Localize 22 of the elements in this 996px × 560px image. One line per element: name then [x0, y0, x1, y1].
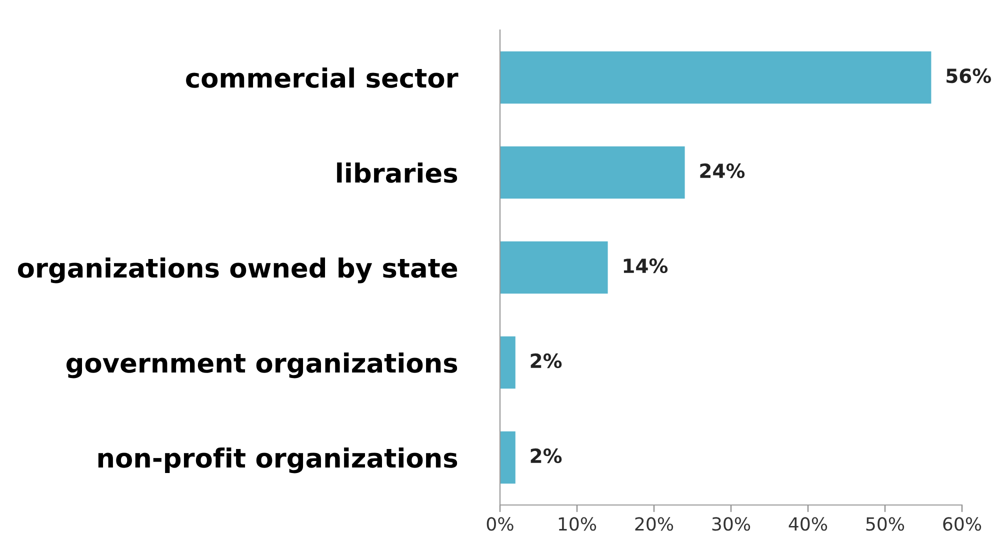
bar — [500, 146, 685, 199]
x-tick-label: 20% — [635, 517, 674, 531]
data-label: 2% — [530, 448, 562, 464]
x-tick-label: 40% — [788, 517, 828, 531]
data-label: 14% — [624, 258, 668, 274]
bar — [500, 51, 932, 104]
x-tick-label: 50% — [866, 517, 904, 531]
y-tick-label: government organizations — [66, 352, 458, 378]
y-tick-label: commercial sector — [186, 67, 458, 88]
x-tick-label: 0% — [486, 517, 514, 531]
data-label: 2% — [530, 353, 562, 368]
x-tick-label: 60% — [943, 517, 982, 531]
y-tick-label: organizations owned by state — [18, 257, 458, 284]
data-label: 56% — [946, 68, 992, 84]
y-tick-label: libraries — [337, 162, 458, 183]
bar — [500, 431, 516, 484]
bar — [500, 241, 608, 294]
x-tick-label: 10% — [558, 517, 596, 531]
bar — [500, 336, 516, 389]
data-label: 24% — [700, 163, 745, 178]
x-tick-label: 30% — [712, 517, 750, 531]
y-tick-label: non-profit organizations — [98, 447, 458, 474]
